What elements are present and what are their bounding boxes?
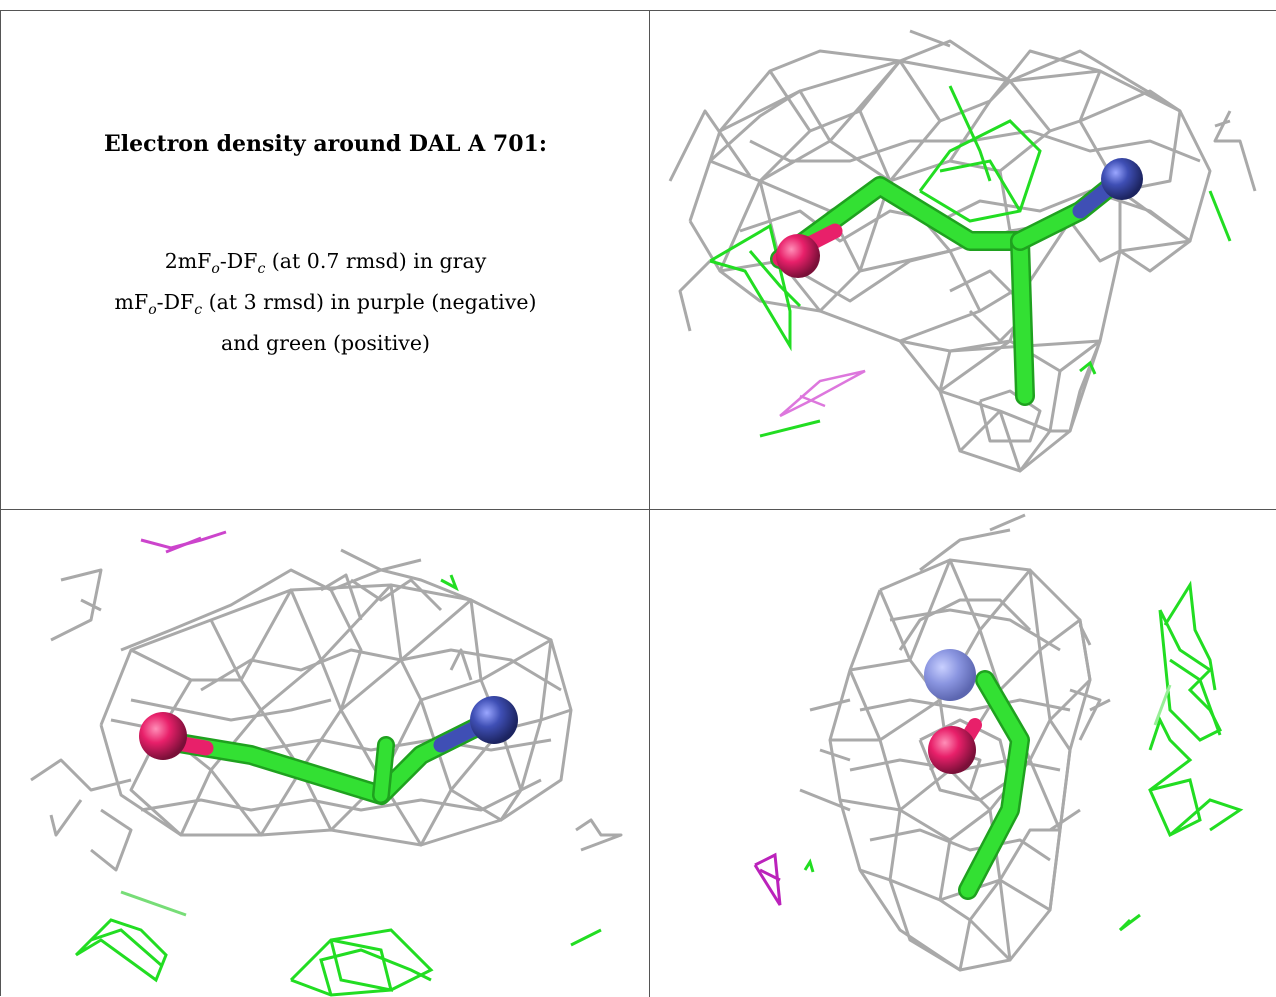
caption-legend: 2mFo-DFc (at 0.7 rmsd) in gray mFo-DFc (… [1, 245, 649, 360]
nitrogen-atom [924, 649, 976, 701]
density-view-bottom-right [650, 510, 1276, 997]
density-view-top-right [650, 11, 1276, 510]
caption-cell: Electron density around DAL A 701: 2mFo-… [1, 11, 650, 510]
view-svg-bl [30, 530, 623, 997]
figure-grid: Electron density around DAL A 701: 2mFo-… [0, 10, 1276, 997]
density-diff-positive [74, 574, 602, 997]
density-diff-negative [753, 852, 782, 906]
density-mesh-gray [668, 29, 1257, 473]
legend-line-positive: and green (positive) [220, 331, 430, 356]
nitrogen-atom [470, 696, 518, 744]
oxygen-atom [928, 726, 976, 774]
oxygen-atom [776, 234, 820, 278]
density-diff-negative [140, 530, 227, 554]
view-svg-br [753, 513, 1244, 972]
dal-sticks [953, 670, 1030, 900]
density-view-bottom-left [1, 510, 650, 997]
legend-line-2mfo: 2mFo-DFc (at 0.7 rmsd) in gray [164, 249, 487, 278]
caption-title: Electron density around DAL A 701: [104, 131, 547, 157]
legend-line-mfo: mFo-DFc (at 3 rmsd) in purple (negative) [114, 290, 537, 319]
density-diff-positive [803, 580, 1244, 932]
nitrogen-atom [1101, 158, 1143, 200]
view-svg-tr [668, 29, 1257, 473]
density-diff-positive [709, 85, 1232, 438]
density-diff-positive-faint [120, 890, 187, 917]
oxygen-atom [139, 712, 187, 760]
density-diff-positive-faint [1153, 684, 1172, 726]
density-diff-negative [779, 369, 866, 418]
density-mesh-gray [30, 548, 623, 872]
